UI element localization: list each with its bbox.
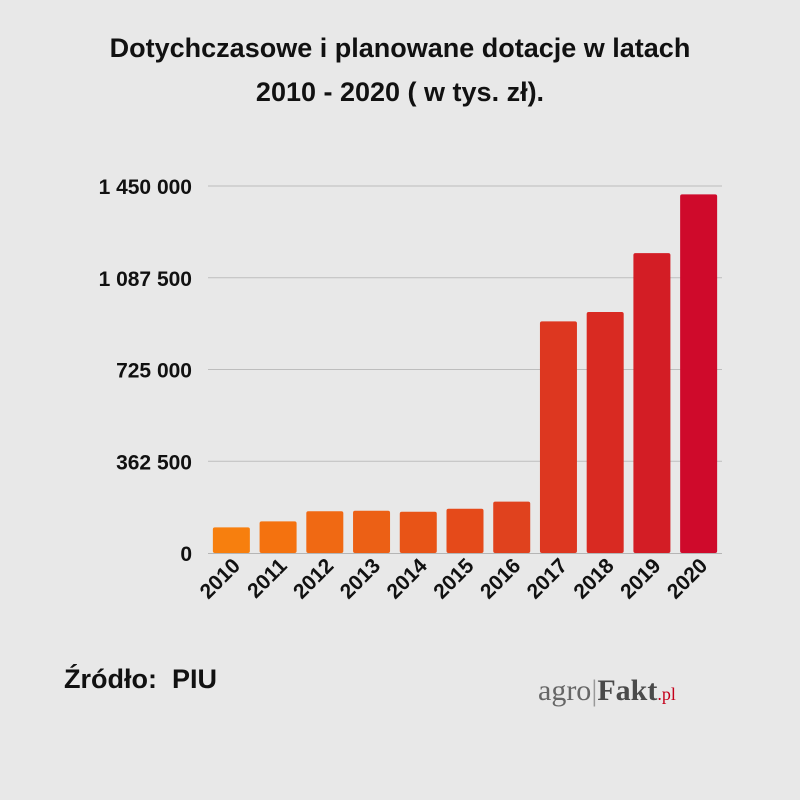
x-tick-label: 2014 [383,554,433,604]
brand-part-agro: agro [538,674,592,707]
brand-separator: | [591,674,598,707]
bar-2013 [353,510,391,553]
x-tick-label: 2020 [663,554,712,603]
brand-part-fakt: Fakt [597,674,658,707]
y-tick-label: 725 000 [116,360,192,383]
bar-2014 [399,511,437,553]
bar-2016 [493,501,531,553]
bar-2012 [306,511,344,553]
x-tick-label: 2012 [289,554,338,603]
x-tick-label: 2018 [569,554,619,604]
x-tick-label: 2010 [196,554,245,603]
bar-2018 [586,312,624,553]
bar-2011 [259,521,297,553]
bar-2015 [446,508,484,553]
y-tick-label: 0 [180,543,192,566]
bar-2017 [539,321,577,553]
y-tick-label: 1 087 500 [99,268,192,291]
x-tick-label: 2016 [476,554,525,603]
x-tick-label: 2017 [523,554,572,603]
x-tick-label: 2015 [429,554,479,604]
y-tick-label: 1 450 000 [99,176,192,199]
x-tick-label: 2011 [243,554,292,603]
source-note: Źródło: PIU [64,664,217,694]
chart-title-line1: Dotychczasowe i planowane dotacje w lata… [109,33,691,63]
brand-logo: agro|Fakt.pl [538,674,676,708]
chart-title-line2: 2010 - 2020 ( w tys. zł). [255,77,545,107]
x-tick-label: 2013 [336,554,385,603]
x-tick-label: 2019 [616,554,665,603]
bar-2010 [212,527,250,553]
chart-title: Dotychczasowe i planowane dotacje w lata… [0,26,800,114]
brand-part-pl: .pl [657,684,676,704]
y-tick-label: 362 500 [116,451,192,474]
bar-2020 [680,194,718,553]
bar-2019 [633,253,671,553]
